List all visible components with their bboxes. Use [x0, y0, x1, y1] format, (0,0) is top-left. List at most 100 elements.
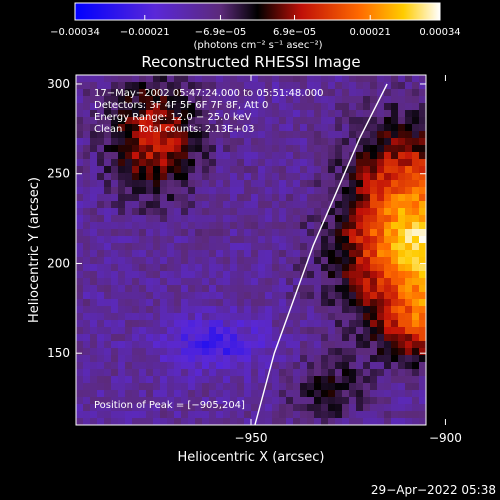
- heatmap-cell: [272, 313, 280, 321]
- heatmap-cell: [181, 124, 189, 132]
- heatmap-cell: [391, 222, 399, 230]
- heatmap-cell: [412, 348, 420, 356]
- heatmap-cell: [118, 96, 126, 104]
- heatmap-cell: [272, 110, 280, 118]
- heatmap-cell: [342, 369, 350, 377]
- heatmap-cell: [83, 236, 91, 244]
- heatmap-cell: [146, 341, 154, 349]
- heatmap-cell: [377, 334, 385, 342]
- heatmap-cell: [405, 285, 413, 293]
- heatmap-cell: [97, 103, 105, 111]
- heatmap-cell: [237, 187, 245, 195]
- heatmap-cell: [398, 229, 406, 237]
- heatmap-cell: [195, 285, 203, 293]
- heatmap-cell: [174, 369, 182, 377]
- heatmap-cell: [209, 222, 217, 230]
- heatmap-cell: [328, 362, 336, 370]
- heatmap-cell: [342, 257, 350, 265]
- heatmap-cell: [209, 348, 217, 356]
- heatmap-cell: [321, 306, 329, 314]
- heatmap-cell: [244, 236, 252, 244]
- heatmap-cell: [300, 334, 308, 342]
- heatmap-cell: [167, 257, 175, 265]
- heatmap-cell: [76, 117, 84, 125]
- heatmap-cell: [90, 376, 98, 384]
- heatmap-cell: [153, 194, 161, 202]
- heatmap-cell: [209, 278, 217, 286]
- heatmap-cell: [111, 306, 119, 314]
- heatmap-cell: [412, 236, 420, 244]
- heatmap-cell: [328, 264, 336, 272]
- heatmap-cell: [321, 180, 329, 188]
- heatmap-cell: [391, 299, 399, 307]
- heatmap-cell: [286, 348, 294, 356]
- heatmap-cell: [258, 271, 266, 279]
- heatmap-cell: [90, 75, 98, 83]
- heatmap-cell: [328, 89, 336, 97]
- heatmap-cell: [104, 124, 112, 132]
- heatmap-cell: [188, 369, 196, 377]
- heatmap-cell: [363, 75, 371, 83]
- heatmap-cell: [167, 341, 175, 349]
- heatmap-cell: [398, 96, 406, 104]
- heatmap-cell: [230, 187, 238, 195]
- heatmap-cell: [412, 285, 420, 293]
- heatmap-cell: [314, 285, 322, 293]
- heatmap-cell: [146, 404, 154, 412]
- heatmap-cell: [370, 404, 378, 412]
- heatmap-cell: [398, 327, 406, 335]
- heatmap-cell: [139, 180, 147, 188]
- annotation-time-range: 17−May−2002 05:47:24.000 to 05:51:48.000: [94, 88, 324, 99]
- heatmap-cell: [335, 397, 343, 405]
- heatmap-cell: [398, 208, 406, 216]
- heatmap-cell: [251, 131, 259, 139]
- heatmap-cell: [419, 334, 426, 342]
- heatmap-cell: [118, 397, 126, 405]
- heatmap-cell: [251, 250, 259, 258]
- heatmap-cell: [104, 341, 112, 349]
- heatmap-cell: [111, 201, 119, 209]
- heatmap-cell: [132, 292, 140, 300]
- heatmap-cell: [237, 369, 245, 377]
- heatmap-cell: [405, 376, 413, 384]
- heatmap-cell: [195, 124, 203, 132]
- heatmap-cell: [405, 201, 413, 209]
- heatmap-cell: [328, 390, 336, 398]
- heatmap-cell: [335, 82, 343, 90]
- heatmap-cell: [321, 194, 329, 202]
- heatmap-cell: [118, 348, 126, 356]
- heatmap-cell: [279, 110, 287, 118]
- heatmap-cell: [223, 397, 231, 405]
- heatmap-cell: [258, 201, 266, 209]
- heatmap-cell: [377, 82, 385, 90]
- heatmap-cell: [118, 313, 126, 321]
- heatmap-cell: [160, 299, 168, 307]
- heatmap-cell: [223, 306, 231, 314]
- heatmap-cell: [202, 299, 210, 307]
- heatmap-cell: [230, 243, 238, 251]
- heatmap-cell: [286, 383, 294, 391]
- heatmap-cell: [307, 369, 315, 377]
- heatmap-cell: [363, 299, 371, 307]
- heatmap-cell: [181, 411, 189, 419]
- heatmap-cell: [300, 348, 308, 356]
- heatmap-cell: [321, 327, 329, 335]
- heatmap-cell: [391, 257, 399, 265]
- heatmap-cell: [160, 369, 168, 377]
- heatmap-cell: [76, 229, 84, 237]
- heatmap-cell: [104, 285, 112, 293]
- heatmap-cell: [174, 166, 182, 174]
- heatmap-cell: [111, 404, 119, 412]
- heatmap-cell: [216, 264, 224, 272]
- heatmap-cell: [90, 341, 98, 349]
- heatmap-cell: [412, 75, 420, 83]
- heatmap-cell: [328, 341, 336, 349]
- heatmap-cell: [90, 257, 98, 265]
- heatmap-cell: [398, 75, 406, 83]
- heatmap-cell: [342, 96, 350, 104]
- heatmap-cell: [363, 313, 371, 321]
- heatmap-cell: [153, 215, 161, 223]
- heatmap-cell: [132, 404, 140, 412]
- heatmap-cell: [265, 180, 273, 188]
- heatmap-cell: [419, 383, 426, 391]
